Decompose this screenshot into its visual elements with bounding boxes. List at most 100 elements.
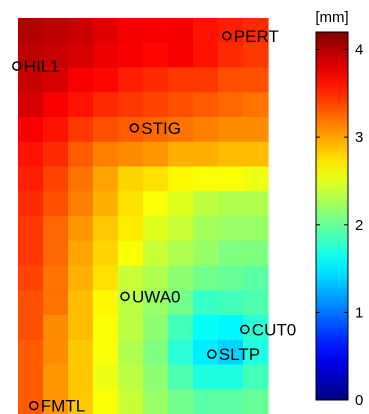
heatmap-cell bbox=[168, 92, 194, 118]
heatmap-cell bbox=[193, 166, 219, 192]
colorbar-tick-label: 3 bbox=[355, 129, 363, 146]
heatmap-cell bbox=[218, 166, 244, 192]
heatmap-cell bbox=[243, 265, 269, 291]
heatmap-cell bbox=[43, 141, 69, 168]
heatmap-cell bbox=[168, 315, 194, 341]
colorbar-tick-label: 0 bbox=[355, 392, 363, 409]
heatmap-cell bbox=[43, 389, 69, 414]
heatmap-cell bbox=[193, 92, 219, 118]
station-label: UWA0 bbox=[132, 287, 181, 306]
heatmap-cell bbox=[168, 364, 194, 390]
heatmap-cell bbox=[18, 166, 44, 192]
heatmap-cell bbox=[118, 364, 144, 390]
heatmap-cell bbox=[193, 265, 219, 291]
heatmap-cell bbox=[143, 117, 169, 143]
heatmap-cell bbox=[43, 166, 69, 192]
heatmap-cell bbox=[68, 265, 94, 291]
heatmap-cell bbox=[68, 166, 94, 192]
heatmap-cell bbox=[143, 216, 169, 242]
heatmap-cell bbox=[68, 191, 94, 217]
heatmap-cell bbox=[118, 166, 144, 192]
heatmap-cell bbox=[93, 67, 119, 93]
heatmap-cell bbox=[93, 92, 119, 118]
heatmap-cell bbox=[143, 42, 169, 69]
heatmap-cell bbox=[193, 389, 219, 414]
heatmap-cell bbox=[118, 315, 144, 341]
heatmap-cell bbox=[143, 141, 169, 168]
heatmap-cell bbox=[243, 67, 269, 93]
heatmap-cell bbox=[193, 141, 219, 168]
heatmap-cell bbox=[193, 315, 219, 341]
heatmap-cell bbox=[143, 92, 169, 118]
heatmap-cell bbox=[43, 67, 69, 93]
colorbar-tick-label: 1 bbox=[355, 304, 363, 321]
heatmap-cell bbox=[18, 339, 44, 366]
heatmap-cell bbox=[168, 18, 194, 44]
heatmap-cell bbox=[218, 216, 244, 242]
heatmap-cell bbox=[193, 240, 219, 267]
station-label: SLTP bbox=[219, 345, 260, 364]
heatmap-cell bbox=[93, 315, 119, 341]
heatmap-cell bbox=[143, 315, 169, 341]
heatmap bbox=[18, 18, 269, 414]
heatmap-cell bbox=[43, 339, 69, 366]
heatmap-cell bbox=[118, 42, 144, 69]
heatmap-cell bbox=[93, 141, 119, 168]
station-marker bbox=[120, 291, 130, 302]
heatmap-cell bbox=[218, 18, 244, 44]
heatmap-cell bbox=[193, 191, 219, 217]
heatmap-cell bbox=[93, 240, 119, 267]
heatmap-cell bbox=[93, 290, 119, 316]
heatmap-cell bbox=[118, 141, 144, 168]
heatmap-cell bbox=[18, 117, 44, 143]
colorbar-tick-label: 4 bbox=[355, 42, 363, 59]
heatmap-cell bbox=[18, 364, 44, 390]
heatmap-cell bbox=[243, 290, 269, 316]
heatmap-cell bbox=[143, 339, 169, 366]
heatmap-cell bbox=[18, 265, 44, 291]
heatmap-cell bbox=[43, 117, 69, 143]
heatmap-cell bbox=[93, 216, 119, 242]
heatmap-cell bbox=[243, 339, 269, 366]
heatmap-cell bbox=[243, 240, 269, 267]
heatmap-cell bbox=[243, 364, 269, 390]
heatmap-cell bbox=[193, 216, 219, 242]
heatmap-cell bbox=[243, 117, 269, 143]
heatmap-cell bbox=[168, 240, 194, 267]
heatmap-cell bbox=[68, 18, 94, 44]
heatmap-cell bbox=[243, 216, 269, 242]
heatmap-cell bbox=[243, 42, 269, 69]
heatmap-cell bbox=[218, 191, 244, 217]
heatmap-cell bbox=[218, 141, 244, 168]
heatmap-cell bbox=[18, 141, 44, 168]
heatmap-cell bbox=[68, 67, 94, 93]
heatmap-cell bbox=[143, 67, 169, 93]
heatmap-cell bbox=[43, 191, 69, 217]
heatmap-cell bbox=[168, 339, 194, 366]
heatmap-cell bbox=[218, 117, 244, 143]
heatmap-cell bbox=[68, 240, 94, 267]
heatmap-cell bbox=[43, 216, 69, 242]
heatmap-cell bbox=[68, 290, 94, 316]
colorbar-unit: [mm] bbox=[315, 9, 348, 26]
heatmap-cell bbox=[43, 315, 69, 341]
heatmap-cell bbox=[243, 141, 269, 168]
heatmap-cell bbox=[43, 18, 69, 44]
heatmap-cell bbox=[18, 191, 44, 217]
heatmap-cell bbox=[193, 18, 219, 44]
heatmap-cell bbox=[68, 339, 94, 366]
heatmap-cell bbox=[93, 389, 119, 414]
heatmap-cell bbox=[143, 265, 169, 291]
heatmap-cell bbox=[18, 240, 44, 267]
heatmap-cell bbox=[68, 92, 94, 118]
heatmap-cell bbox=[218, 240, 244, 267]
colorbar-tick-label: 2 bbox=[355, 217, 363, 234]
heatmap-cell bbox=[93, 166, 119, 192]
heatmap-cell bbox=[193, 117, 219, 143]
heatmap-cell bbox=[168, 42, 194, 69]
heatmap-cell bbox=[18, 18, 44, 44]
heatmap-cell bbox=[168, 191, 194, 217]
heatmap-cell bbox=[143, 191, 169, 217]
heatmap-cell bbox=[118, 389, 144, 414]
heatmap-cell bbox=[68, 216, 94, 242]
